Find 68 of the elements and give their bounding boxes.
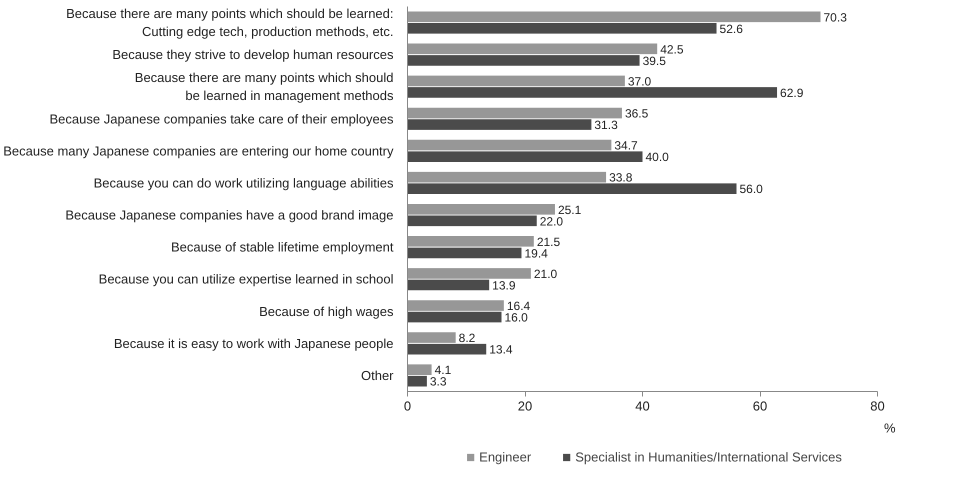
y-tick-label: Because you can do work utilizing language abilities	[94, 175, 394, 190]
data-label: 22.0	[540, 214, 564, 228]
bar	[408, 119, 592, 130]
data-label: 16.0	[504, 310, 528, 325]
data-label: 13.9	[492, 278, 516, 292]
legend-label: Specialist in Humanities/International Services	[575, 450, 842, 464]
data-label: 52.6	[720, 22, 744, 36]
y-tick-label: Because of stable lifetime employment	[170, 240, 394, 255]
data-label: 34.7	[614, 138, 638, 153]
y-tick-label: Because of high wages	[259, 304, 394, 319]
x-tick-label: 40	[635, 398, 650, 414]
y-tick-label: Because there are many points which should be learned: Cutting edge tech, production methods, etc.	[66, 6, 394, 40]
data-label: 36.5	[624, 106, 649, 121]
bar	[408, 172, 606, 182]
data-label: 19.4	[524, 246, 548, 260]
x-tick-label: 20	[518, 398, 532, 414]
bar	[408, 364, 432, 375]
data-label: 70.3	[824, 10, 848, 24]
bar	[408, 280, 490, 290]
bar	[408, 11, 821, 22]
data-label: 4.1	[434, 363, 452, 378]
y-tick-label: Other	[360, 368, 394, 383]
x-tick-label: 80	[870, 398, 885, 414]
data-label: 25.1	[558, 202, 582, 217]
y-tick-label: Because it is easy to work with Japanese people	[114, 336, 394, 351]
bar	[408, 183, 736, 194]
bar	[408, 55, 640, 66]
data-label: 13.4	[489, 342, 513, 357]
bar	[408, 216, 537, 226]
data-label: 37.0	[628, 74, 652, 88]
bar	[408, 332, 456, 343]
data-label: 39.5	[642, 54, 666, 68]
bar	[408, 44, 658, 54]
bar	[408, 268, 531, 279]
y-tick-label: Because many Japanese companies are entering our home country	[3, 143, 394, 158]
y-tick-label: Because there are many points which should be learned in management methods	[134, 70, 394, 104]
bar	[408, 204, 555, 215]
bar	[408, 108, 622, 118]
bar	[408, 248, 522, 258]
data-label: 21.0	[534, 266, 558, 281]
bar	[408, 140, 612, 150]
data-label: 40.0	[646, 150, 670, 164]
y-tick-label: Because Japanese companies have a good brand image	[65, 208, 394, 223]
y-tick-label: Because they strive to develop human resources	[112, 47, 394, 62]
legend-label: Engineer	[479, 450, 532, 464]
bar	[408, 236, 534, 247]
x-tick-label: 60	[752, 398, 768, 414]
y-tick-label: Because Japanese companies take care of their employees	[50, 111, 394, 126]
data-label: 8.2	[458, 331, 476, 346]
y-tick-label: Because you can utilize expertise learned in school	[98, 272, 394, 287]
bar	[408, 300, 504, 311]
data-label: 21.5	[536, 234, 560, 249]
data-label: 56.0	[740, 182, 764, 196]
bar	[408, 312, 502, 322]
bar	[408, 23, 717, 34]
data-label: 16.4	[506, 299, 531, 314]
data-label: 31.3	[594, 118, 618, 132]
bar	[408, 344, 486, 354]
data-label: 33.8	[609, 170, 633, 185]
bar	[408, 376, 427, 387]
x-tick-label: 0	[404, 398, 412, 414]
bar	[408, 151, 642, 162]
data-label: 3.3	[430, 374, 447, 389]
x-axis-title: %	[884, 420, 896, 436]
data-label: 62.9	[780, 86, 804, 100]
data-label: 42.5	[660, 42, 684, 56]
bar	[408, 76, 625, 86]
bar	[408, 87, 778, 98]
